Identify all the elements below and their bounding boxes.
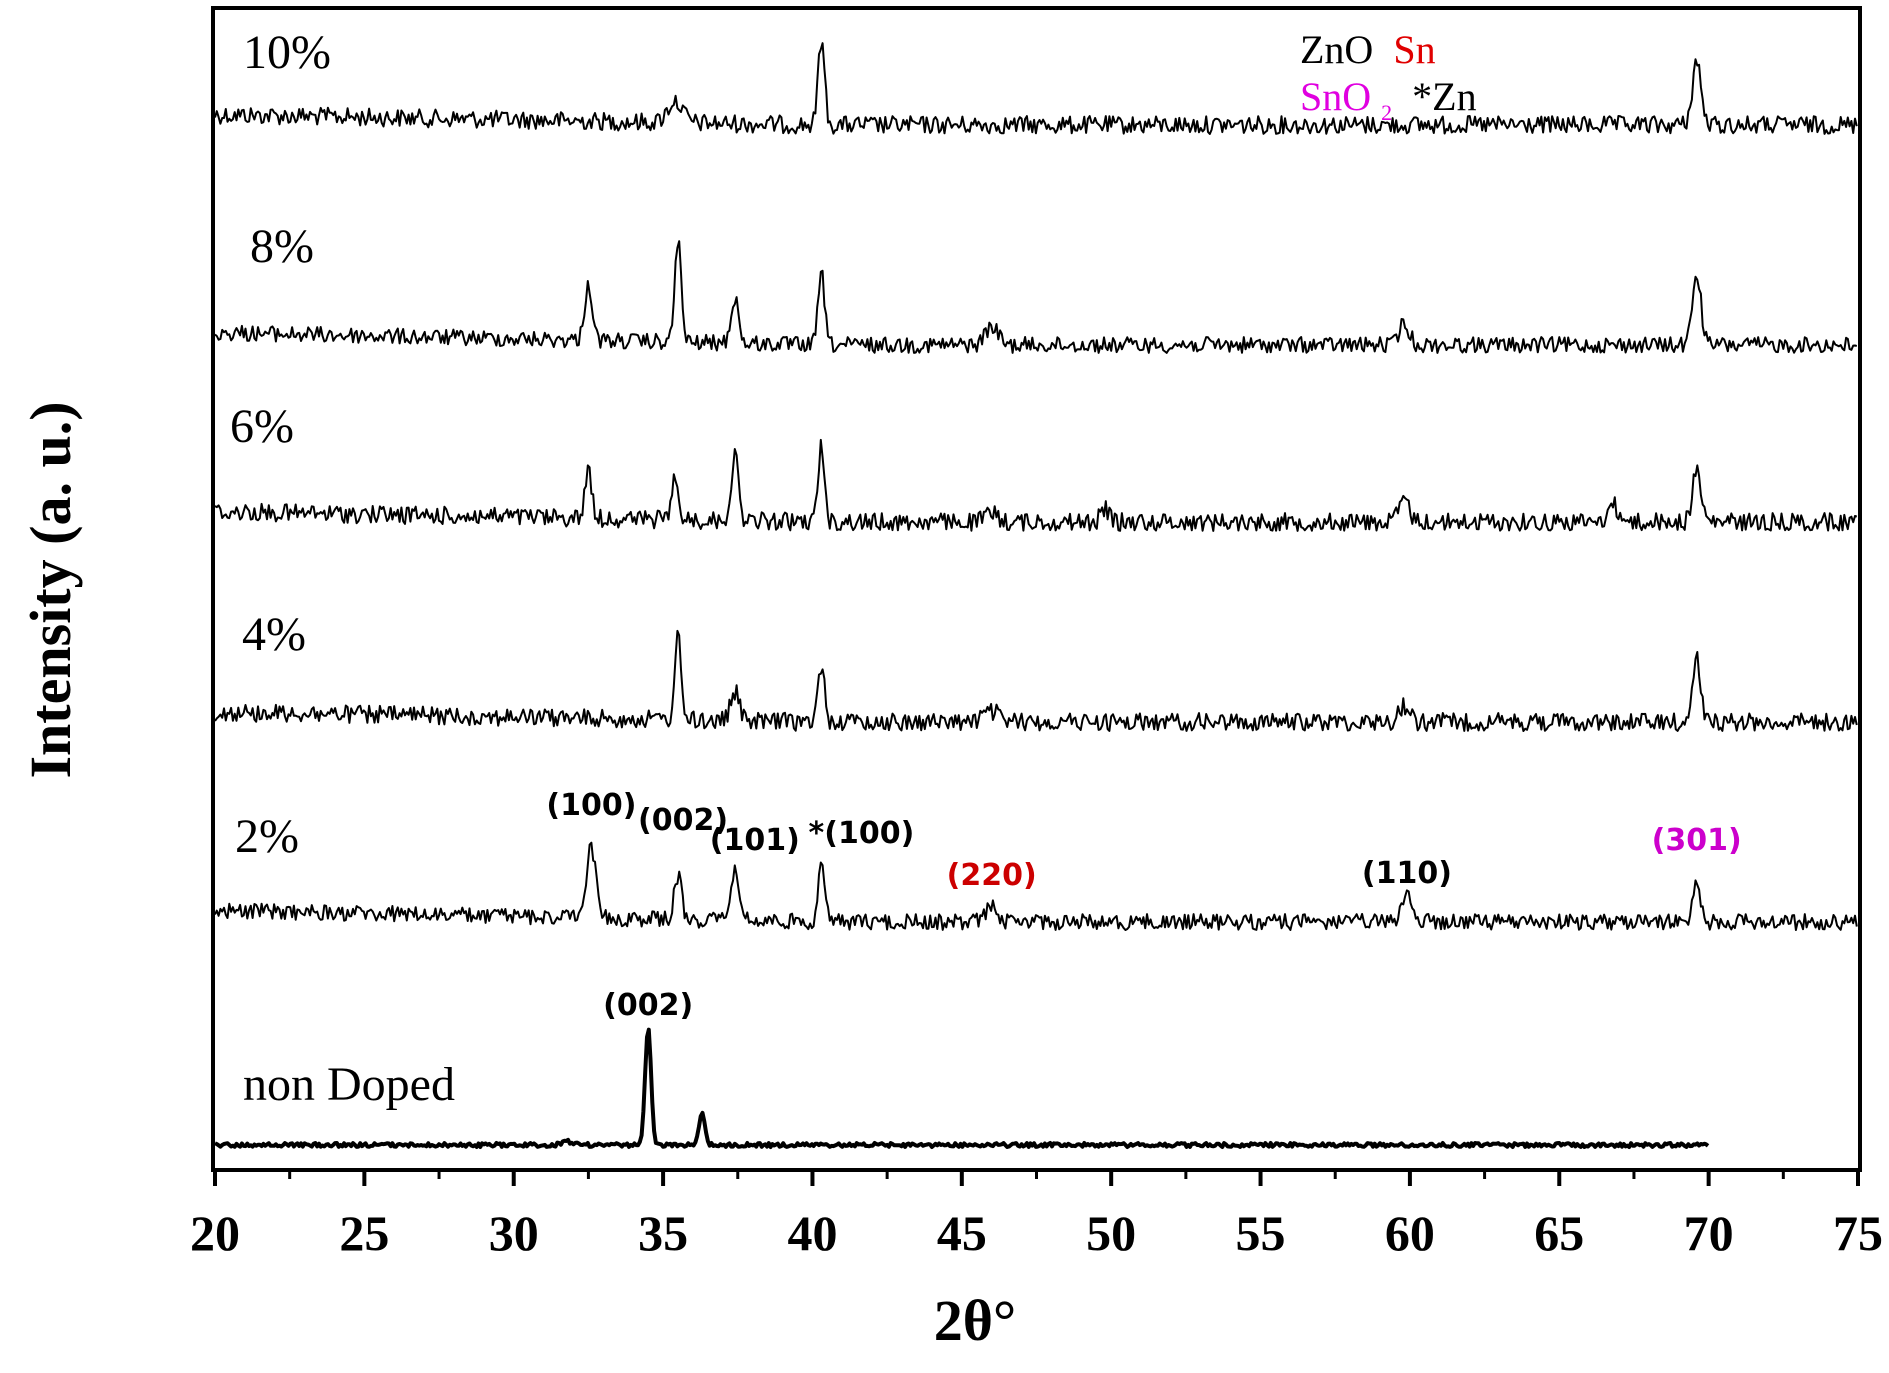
peak-label: (220) [947, 858, 1037, 893]
x-tick-label: 45 [937, 1205, 987, 1261]
series-label: non Doped [243, 1058, 455, 1111]
series-line-4- [214, 629, 1858, 732]
series-label: 4% [242, 608, 306, 661]
x-tick-label: 40 [787, 1205, 837, 1261]
svg-text:ZnO Sn: ZnO Sn [1300, 27, 1436, 72]
x-axis-ticks: 20 25 30 35 40 45 50 55 60 65 70 75 [190, 1170, 1883, 1261]
x-tick-label: 20 [190, 1205, 240, 1261]
peak-label: (110) [1362, 856, 1452, 891]
x-tick-label: 35 [638, 1205, 688, 1261]
x-tick-label: 30 [489, 1205, 539, 1261]
x-tick-label: 50 [1086, 1205, 1136, 1261]
peak-label: (301) [1652, 823, 1742, 858]
x-tick-label: 25 [339, 1205, 389, 1261]
y-axis-title: Intensity (a. u.) [18, 401, 83, 778]
legend: ZnO Sn SnO 2 *Zn [1300, 27, 1477, 129]
legend-zno: ZnO [1300, 27, 1373, 72]
peak-label: *(100) [809, 816, 915, 851]
x-axis-title: 2θ° [934, 1288, 1016, 1353]
x-tick-label: 75 [1833, 1205, 1883, 1261]
x-tick-label: 55 [1236, 1205, 1286, 1261]
series-line-10- [214, 42, 1858, 135]
x-tick-label: 70 [1684, 1205, 1734, 1261]
legend-sno2-subscript: 2 [1381, 100, 1392, 125]
x-tick-label: 65 [1534, 1205, 1584, 1261]
series-label: 6% [230, 400, 294, 453]
svg-text:SnO 2 *Zn: SnO 2 *Zn [1300, 74, 1477, 129]
legend-sno2: SnO [1300, 74, 1371, 119]
series-label: 8% [250, 220, 314, 273]
series-labels: 10% 8% 6% 4% 2% non Doped [230, 26, 455, 1111]
legend-sn: Sn [1393, 27, 1435, 72]
peak-label: (002) [603, 988, 693, 1023]
series-line-non-doped [214, 1027, 1710, 1149]
peak-annotations: (100) (002)(101) *(100)(220) (110)(301)(002… [546, 788, 1741, 1023]
legend-zn: *Zn [1412, 74, 1476, 119]
peak-label: (002) [638, 803, 728, 838]
peak-label: (100) [546, 788, 636, 823]
peak-label: (101) [710, 823, 800, 858]
plot-frame [211, 6, 1862, 1172]
series-curves [214, 42, 1858, 1149]
series-label: 10% [243, 26, 331, 79]
series-line-8- [214, 240, 1858, 354]
series-line-6- [214, 438, 1858, 532]
x-tick-label: 60 [1385, 1205, 1435, 1261]
series-label: 2% [235, 810, 299, 863]
series-line-2- [214, 841, 1858, 931]
